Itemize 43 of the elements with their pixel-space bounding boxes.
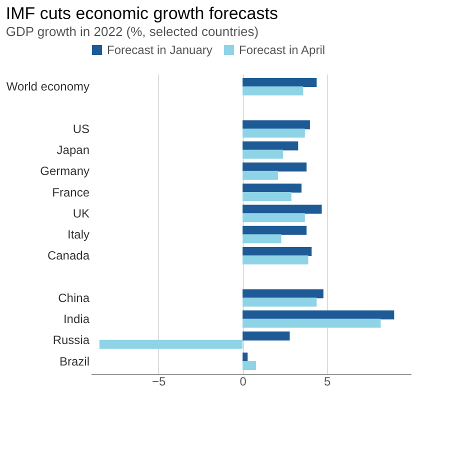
bar — [242, 141, 298, 150]
bar — [242, 78, 317, 87]
bar — [242, 192, 292, 202]
legend-label: Forecast in April — [239, 43, 326, 57]
bar — [242, 234, 282, 244]
bar — [242, 361, 256, 370]
legend-label: Forecast in January — [107, 43, 212, 57]
bar — [242, 204, 322, 214]
bar — [242, 352, 248, 362]
bar — [242, 86, 304, 96]
y-tick-label: Russia — [52, 333, 90, 348]
bar — [242, 128, 305, 138]
bar — [242, 162, 307, 172]
y-tick-label: Brazil — [59, 354, 90, 368]
bar — [242, 170, 278, 180]
x-tick-label: 5 — [324, 374, 331, 388]
bar — [242, 226, 307, 235]
bar — [242, 120, 310, 130]
y-tick-label: France — [52, 185, 90, 200]
bar — [242, 310, 394, 320]
bar — [242, 213, 305, 222]
chart-subtitle: GDP growth in 2022 (%, selected countries) — [6, 24, 259, 39]
bar — [242, 298, 317, 307]
bar — [242, 331, 290, 340]
y-tick-label: Canada — [47, 248, 90, 263]
bar — [242, 184, 302, 193]
bar — [242, 150, 283, 159]
bar — [242, 318, 381, 328]
y-tick-label: China — [58, 290, 90, 305]
x-tick-label: 0 — [240, 374, 247, 388]
y-tick-label: UK — [72, 206, 90, 220]
x-tick-label: −5 — [152, 374, 166, 388]
chart-title: IMF cuts economic growth forecasts — [6, 4, 278, 23]
y-tick-label: Germany — [40, 164, 90, 178]
y-tick-label: US — [72, 122, 90, 136]
bar — [242, 246, 312, 256]
bar — [242, 289, 324, 298]
y-tick-label: Italy — [67, 228, 90, 242]
y-tick-label: Japan — [56, 143, 90, 158]
bar — [99, 340, 243, 349]
y-tick-label: India — [63, 312, 90, 326]
bar — [242, 255, 308, 264]
y-tick-label: World economy — [6, 80, 90, 94]
